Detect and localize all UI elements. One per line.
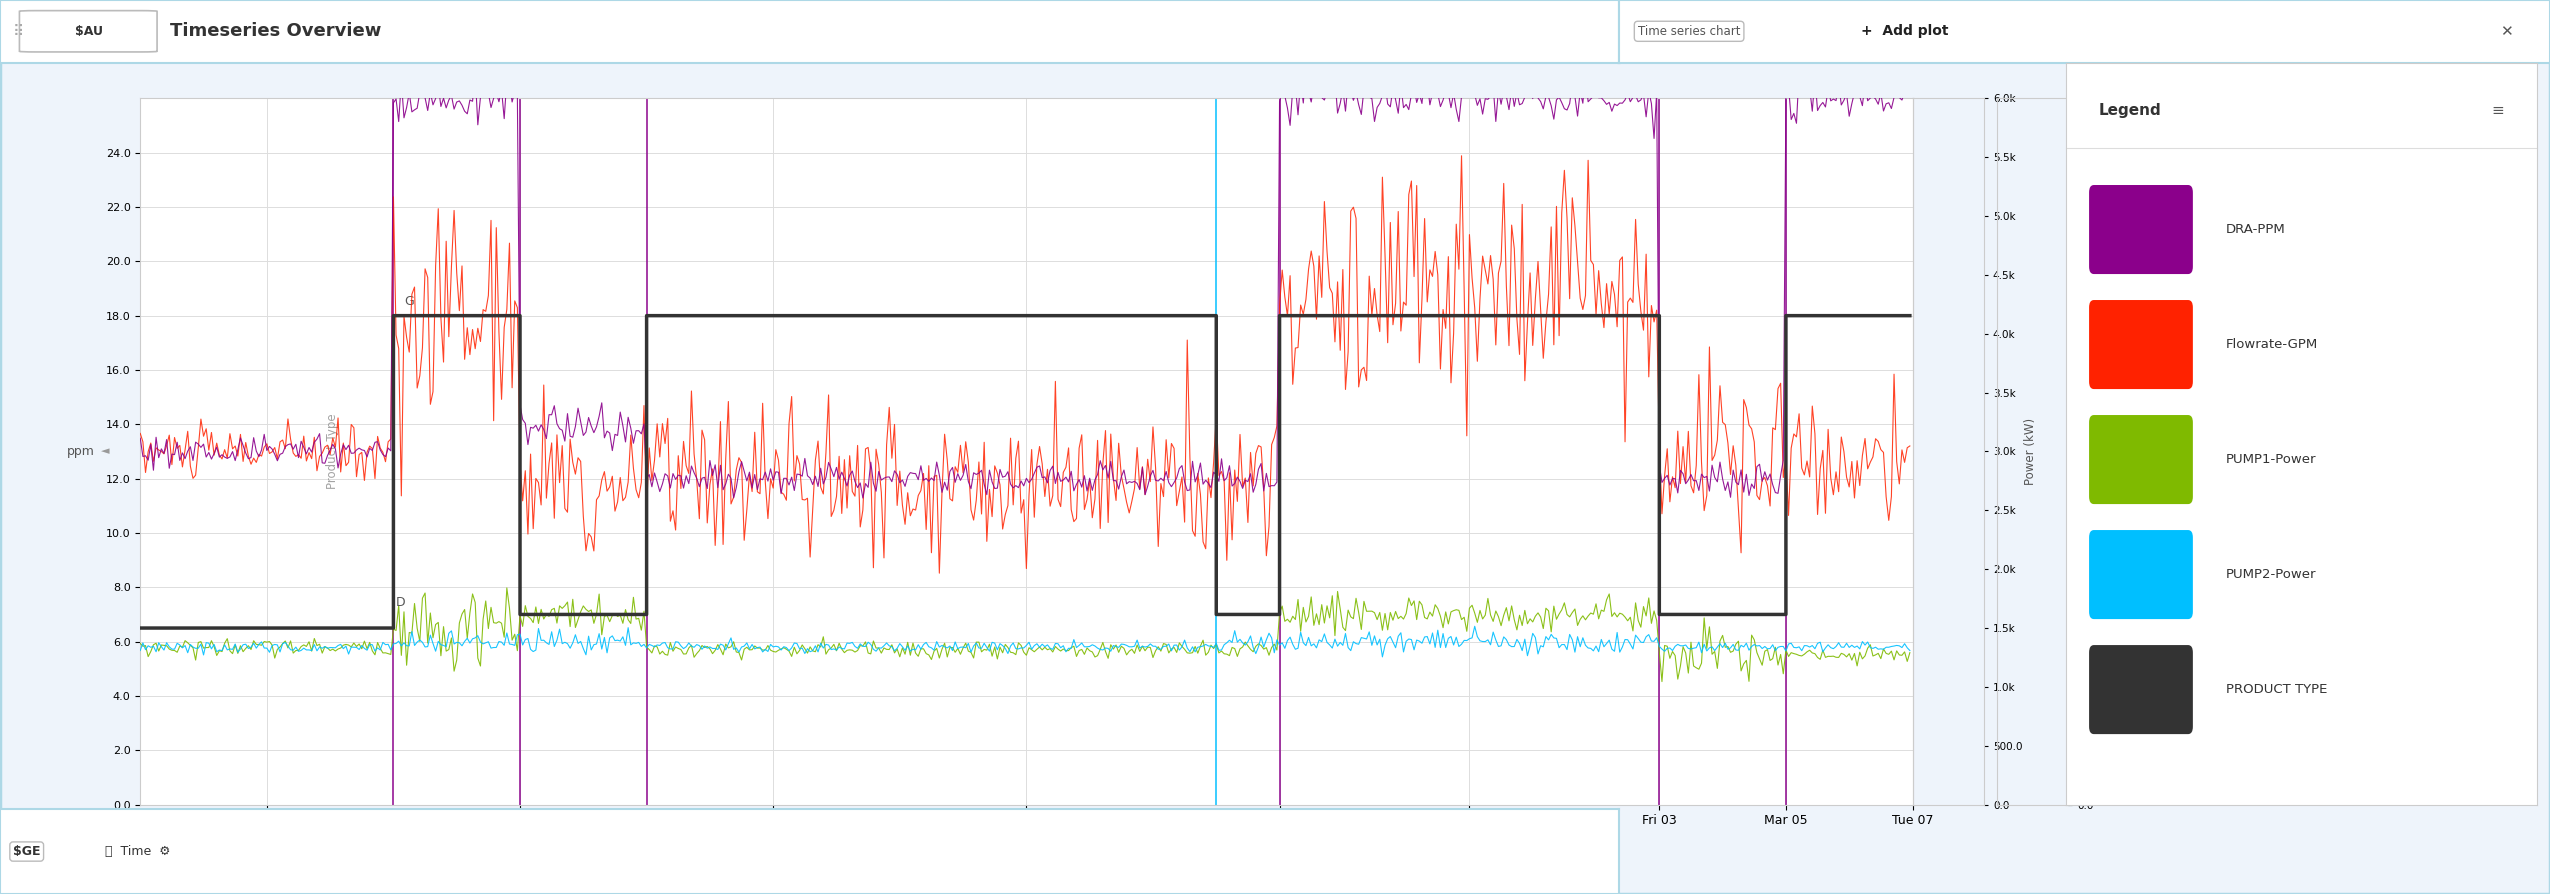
Text: ◄: ◄ <box>102 446 110 457</box>
Text: Legend: Legend <box>2099 104 2162 118</box>
Y-axis label: ppm: ppm <box>66 445 94 458</box>
Text: +  Add plot: + Add plot <box>1862 24 1948 38</box>
Text: Time series chart: Time series chart <box>1637 25 1739 38</box>
Text: G: G <box>403 295 413 308</box>
FancyBboxPatch shape <box>2088 185 2193 274</box>
Text: PUMP1-Power: PUMP1-Power <box>2226 453 2315 466</box>
Text: PUMP2-Power: PUMP2-Power <box>2226 568 2315 581</box>
Text: ⠿: ⠿ <box>13 24 23 38</box>
FancyBboxPatch shape <box>20 11 158 52</box>
Text: ►: ► <box>2071 468 2078 477</box>
FancyBboxPatch shape <box>2088 530 2193 620</box>
Text: ≡: ≡ <box>2491 104 2504 118</box>
Text: Product Type: Product Type <box>326 414 339 489</box>
Text: $AU: $AU <box>74 25 102 38</box>
FancyBboxPatch shape <box>2088 300 2193 389</box>
FancyBboxPatch shape <box>2088 415 2193 504</box>
Y-axis label: Flowrate (GPM): Flowrate (GPM) <box>2109 407 2122 496</box>
Text: Flowrate-GPM: Flowrate-GPM <box>2226 338 2318 351</box>
Text: D: D <box>395 596 405 610</box>
Text: Timeseries Overview: Timeseries Overview <box>171 22 382 40</box>
Text: ✕: ✕ <box>2499 24 2512 38</box>
Text: PRODUCT TYPE: PRODUCT TYPE <box>2226 683 2328 696</box>
Text: DRA-PPM: DRA-PPM <box>2226 223 2285 236</box>
Text: 📅  Time  ⚙: 📅 Time ⚙ <box>105 845 171 858</box>
Y-axis label: Power (kW): Power (kW) <box>2025 417 2037 485</box>
Text: $GE: $GE <box>13 845 41 858</box>
FancyBboxPatch shape <box>2088 645 2193 734</box>
